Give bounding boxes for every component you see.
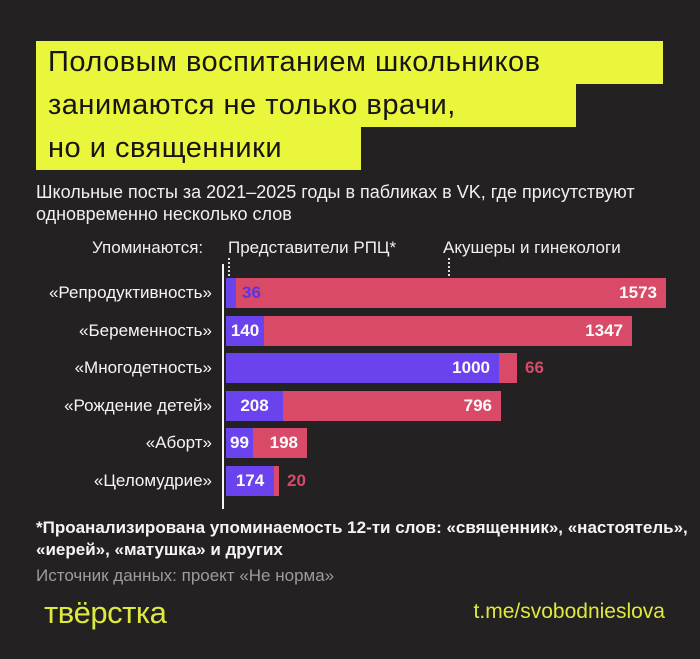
category-label: «Аборт»	[145, 433, 212, 452]
bar-row: 174 20	[226, 465, 306, 496]
bar-value-gyn: 1573	[619, 283, 657, 302]
bar-value-gyn: 66	[525, 358, 544, 377]
chart-axis-line	[222, 264, 224, 509]
bar-segment-rpc	[226, 278, 236, 308]
bar-row: 140 1347	[226, 315, 632, 346]
footnote-line-1: *Проанализирована упоминаемость 12-ти сл…	[36, 518, 688, 537]
bar-row: 208 796	[226, 390, 501, 421]
category-label: «Беременность»	[79, 320, 212, 340]
bar-value-gyn: 796	[463, 395, 492, 415]
legend-leader-line-gyn	[448, 258, 450, 288]
bar-value-gyn: 20	[287, 470, 306, 490]
legend-series-gyn-label: Акушеры и гинекологи	[443, 238, 621, 257]
data-source-label: Источник данных: проект «Не норма»	[36, 566, 335, 585]
bar-segment-gyn: 36 1573	[236, 278, 666, 308]
subtitle-line-1: Школьные посты за 2021–2025 годы в пабли…	[36, 182, 635, 202]
bar-value-rpc: 208	[240, 395, 269, 415]
bar-segment-rpc: 140	[226, 315, 264, 346]
category-label: «Рождение детей»	[64, 395, 212, 415]
legend-leader-line-rpc	[228, 258, 230, 288]
bar-segment-rpc: 208	[226, 390, 283, 421]
bar-segment-gyn	[274, 465, 279, 496]
title-line-2: занимаются не только врачи,	[36, 84, 576, 127]
category-label: «Целомудрие»	[93, 470, 212, 490]
bar-row: 99 198	[226, 428, 307, 458]
bar-segment-rpc: 1000	[226, 353, 499, 383]
legend-intro-label: Упоминаются:	[92, 238, 204, 257]
bar-value-gyn: 1347	[585, 320, 623, 340]
category-label: «Многодетность»	[74, 358, 212, 377]
chart-subtitle: Школьные посты за 2021–2025 годы в пабли…	[36, 181, 635, 225]
subtitle-line-2: одновременно несколько слов	[36, 204, 292, 224]
bar-segment-gyn: 796	[283, 390, 501, 421]
category-label: «Репродуктивность»	[48, 283, 212, 302]
bar-value-rpc: 140	[230, 320, 260, 340]
bar-value-rpc: 174	[235, 470, 265, 490]
bar-segment-rpc: 174	[226, 465, 274, 496]
bar-row: 36 1573	[226, 278, 666, 308]
page-title: Половым воспитанием школьников занимаютс…	[36, 41, 663, 170]
title-line-3: но и священники	[36, 127, 361, 170]
title-line-1: Половым воспитанием школьников	[36, 41, 663, 84]
telegram-link: t.me/svobodnieslova	[473, 600, 665, 623]
bar-value-rpc: 36	[242, 283, 261, 302]
bar-value-rpc: 1000	[452, 358, 490, 377]
bar-segment-gyn	[499, 353, 517, 383]
bar-row: 1000 66	[226, 353, 544, 383]
legend-series-rpc-label: Представители РПЦ*	[228, 238, 397, 257]
bar-segment-gyn: 1347	[264, 315, 632, 346]
footnote: *Проанализирована упоминаемость 12-ти сл…	[36, 517, 688, 561]
verstka-logo: твёрстка	[44, 595, 167, 630]
bar-value-rpc: 99	[230, 433, 249, 452]
bar-value-gyn: 198	[269, 433, 298, 452]
bar-segment-gyn: 198	[253, 428, 307, 458]
footnote-line-2: «иерей», «матушка» и других	[36, 540, 283, 559]
bar-segment-rpc: 99	[226, 428, 253, 458]
